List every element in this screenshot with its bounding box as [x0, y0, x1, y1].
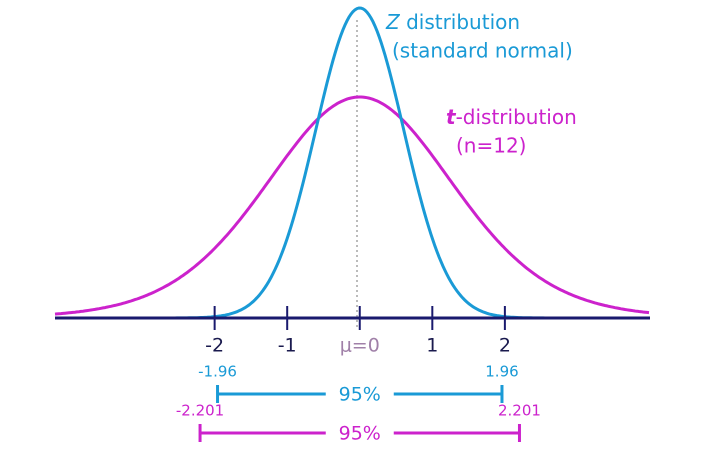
z-symbol: Z	[385, 10, 401, 34]
interval-label: 95%	[339, 423, 381, 445]
interval-low: -2.201	[176, 402, 224, 420]
label-bg	[325, 382, 394, 406]
tick-label: 1	[426, 335, 438, 357]
z-subtitle: (standard normal)	[392, 39, 573, 63]
t-subtitle: (n=12)	[456, 134, 527, 158]
interval-high: 1.96	[485, 363, 518, 381]
tick-label: μ=0	[340, 335, 380, 357]
t-name: -distribution	[456, 105, 577, 129]
t-symbol: t	[446, 105, 457, 129]
tick-label: 2	[499, 335, 511, 357]
label-bg	[325, 421, 394, 445]
interval-high: 2.201	[498, 402, 541, 420]
tick-label: -2	[205, 335, 224, 357]
z-label: Z distribution	[385, 10, 520, 34]
tick-label: -1	[278, 335, 297, 357]
t-label: t-distribution	[446, 105, 577, 129]
z-name: distribution	[406, 10, 520, 34]
interval-low: -1.96	[198, 363, 237, 381]
interval-label: 95%	[339, 384, 381, 406]
t-curve	[54, 95, 650, 316]
